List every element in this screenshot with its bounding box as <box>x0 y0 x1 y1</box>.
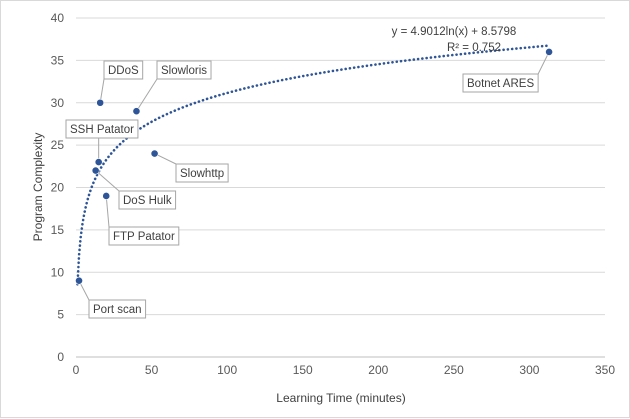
data-label-text: DoS Hulk <box>123 195 172 207</box>
x-tick-label: 150 <box>293 363 313 377</box>
data-point <box>94 158 103 166</box>
trendline-equation: y = 4.9012ln(x) + 8.5798 R² = 0.752 <box>392 26 517 54</box>
x-tick-label: 50 <box>145 363 159 377</box>
data-label-leader <box>154 153 177 165</box>
data-label: SSH Patator <box>65 119 139 139</box>
data-label: Port scan <box>88 299 147 319</box>
data-point <box>150 149 159 158</box>
data-point <box>96 98 105 107</box>
label-leader-lines <box>78 51 550 301</box>
data-label: Slowloris <box>156 60 212 80</box>
data-label: FTP Patator <box>108 226 180 246</box>
y-tick-label: 35 <box>51 53 65 67</box>
x-tick-label: 250 <box>444 363 464 377</box>
data-label-box <box>65 119 139 139</box>
trendline <box>76 44 549 286</box>
data-point <box>91 166 100 175</box>
data-label-box <box>118 190 177 210</box>
y-tick-label: 25 <box>51 138 65 152</box>
data-label: Botnet ARES <box>462 73 539 93</box>
data-labels: Port scan DDoS Slowloris SSH Patator DoS Hul… <box>65 60 539 319</box>
data-label-text: Port scan <box>93 304 142 316</box>
y-tick-label: 40 <box>51 11 65 25</box>
data-point <box>545 48 553 56</box>
y-tick-label: 30 <box>51 96 65 110</box>
data-point <box>102 192 111 200</box>
data-label-leader <box>95 170 120 192</box>
x-tick-label: 100 <box>217 363 237 377</box>
data-label-text: Botnet ARES <box>467 78 534 90</box>
y-axis-title: Program Complexity <box>31 133 45 242</box>
data-label-box <box>103 60 144 80</box>
data-label-box <box>462 73 539 93</box>
data-label-box <box>175 163 229 183</box>
trendline-r-squared-text: R² = 0.752 <box>447 42 501 54</box>
y-tick-label: 5 <box>57 308 64 322</box>
data-label-text: FTP Patator <box>113 231 175 243</box>
data-label: DoS Hulk <box>118 190 177 210</box>
trendline-path <box>76 44 549 286</box>
data-points <box>75 48 553 285</box>
data-label-text: Slowloris <box>161 65 207 77</box>
data-label-text: Slowhttp <box>180 168 224 180</box>
x-tick-label: 0 <box>73 363 80 377</box>
data-label-text: SSH Patator <box>70 124 134 136</box>
data-label: Slowhttp <box>175 163 229 183</box>
y-tick-label: 10 <box>51 265 65 279</box>
axes: 0 5 10 15 20 25 30 35 40 0 50 100 150 200 250 300 350 <box>51 11 616 377</box>
data-label-leader <box>105 195 110 228</box>
y-tick-label: 15 <box>51 223 65 237</box>
x-axis-title: Learning Time (minutes) <box>276 391 405 405</box>
data-point <box>75 276 83 285</box>
y-tick-label: 0 <box>57 350 64 364</box>
data-label-box <box>156 60 212 80</box>
data-label-leader <box>99 78 105 103</box>
x-tick-label: 350 <box>595 363 615 377</box>
gridlines <box>76 17 605 316</box>
y-tick-label: 20 <box>51 181 65 195</box>
data-point <box>132 107 141 116</box>
trendline-equation-text: y = 4.9012ln(x) + 8.5798 <box>392 26 517 38</box>
data-label-leader <box>537 51 550 75</box>
data-label-box <box>108 226 180 246</box>
data-label-box <box>88 299 147 319</box>
data-label: DDoS <box>103 60 144 80</box>
data-label-text: DDoS <box>108 65 139 77</box>
x-tick-label: 200 <box>368 363 388 377</box>
x-tick-label: 300 <box>519 363 539 377</box>
data-label-leader <box>136 78 158 112</box>
